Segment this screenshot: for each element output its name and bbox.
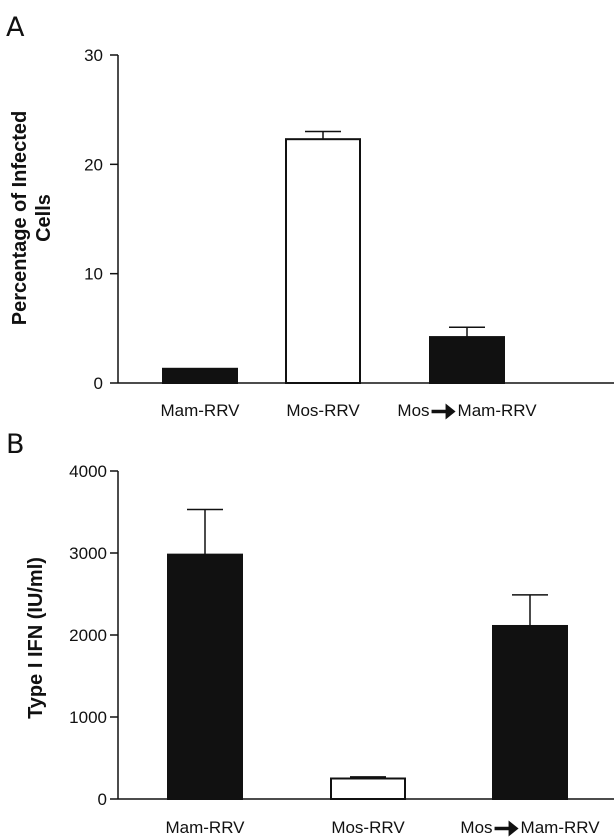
panel-a-category-label-1: Mam-RRV — [160, 401, 240, 420]
panel-a: A Percentage of Infected Cells 0 10 20 30 Ma… — [6, 12, 614, 420]
panel-a-plot-area: 0 10 20 30 Mam-RRV Mos-RRV Mos Mam-RRV — [84, 46, 614, 420]
panel-b-y-tick-label-3: 3000 — [69, 544, 107, 563]
panel-a-category-label-3: Mos Mam-RRV — [397, 401, 537, 420]
panel-a-bar-1 — [162, 367, 238, 384]
panel-a-category-arrow-head-3 — [445, 403, 456, 420]
panel-b-y-axis-title: Type I IFN (IU/ml) — [25, 557, 47, 719]
panel-b-category-label-3: Mos Mam-RRV — [460, 818, 600, 837]
panel-a-y-tick-label-3: 30 — [84, 46, 103, 65]
panel-b: B Type I IFN (IU/ml) 0 1000 2000 3000 4000 Ma… — [6, 429, 614, 837]
panel-b-category-arrow-head-3 — [508, 820, 519, 837]
panel-a-y-tick-label-1: 10 — [84, 265, 103, 284]
panel-a-y-axis-title-line-1: Percentage of Infected — [9, 111, 31, 326]
panel-b-y-tick-label-4: 4000 — [69, 462, 107, 481]
panel-b-bar-3 — [492, 624, 568, 800]
panel-b-y-tick-label-2: 2000 — [69, 626, 107, 645]
panel-b-category-label-3-suffix: Mam-RRV — [521, 818, 601, 837]
panel-a-y-axis-title-line-2: Cells — [33, 194, 55, 242]
panel-b-category-label-1: Mam-RRV — [165, 818, 245, 837]
panel-a-bar-2 — [285, 138, 361, 384]
panel-a-bar-3 — [429, 336, 505, 384]
panel-b-bar-1 — [167, 553, 243, 801]
panel-a-y-tick-label-0: 0 — [94, 374, 103, 393]
panel-b-letter: B — [6, 429, 25, 460]
panel-b-category-label-2: Mos-RRV — [331, 818, 405, 837]
panel-b-bar-2 — [330, 777, 406, 800]
panel-b-y-tick-label-0: 0 — [98, 790, 107, 809]
panel-b-category-label-3-prefix: Mos — [460, 818, 492, 837]
panel-a-y-axis-title: Percentage of Infected Cells — [9, 111, 55, 326]
panel-a-category-label-2: Mos-RRV — [286, 401, 360, 420]
panel-b-plot-area: 0 1000 2000 3000 4000 Mam-RRV Mos-RRV Mos Mam-RR… — [69, 462, 614, 837]
panel-b-y-axis-title-line-1: Type I IFN (IU/ml) — [25, 557, 47, 719]
panel-a-letter: A — [6, 12, 25, 43]
panel-a-category-label-3-prefix: Mos — [397, 401, 429, 420]
panel-b-y-tick-label-1: 1000 — [69, 708, 107, 727]
panel-a-category-label-3-suffix: Mam-RRV — [458, 401, 538, 420]
panel-a-y-tick-label-2: 20 — [84, 155, 103, 174]
